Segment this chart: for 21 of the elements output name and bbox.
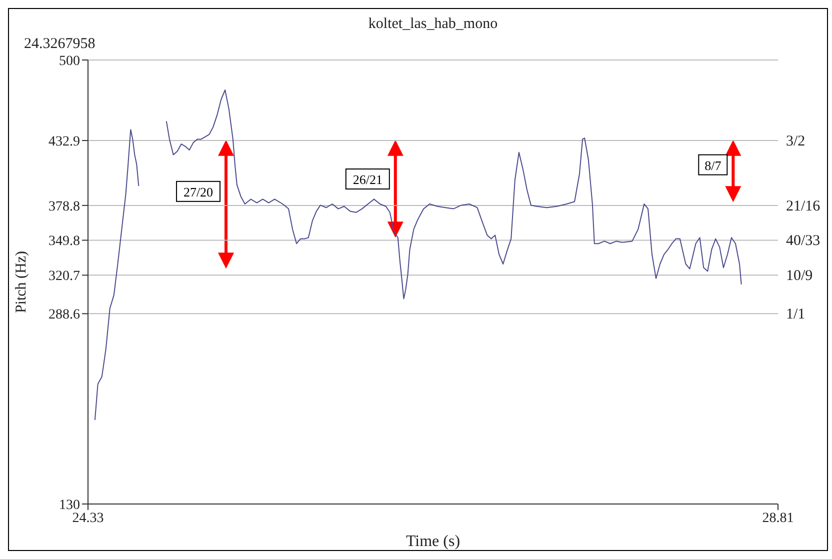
chart-title: koltet_las_hab_mono <box>368 16 498 32</box>
annotation: 26/21 <box>352 172 382 187</box>
annotation: 8/7 <box>704 158 722 173</box>
text: 10/9 <box>786 268 813 284</box>
y-tick-label: 288.6 <box>48 308 80 323</box>
text: 3/2 <box>786 134 806 150</box>
annotation: 27/20 <box>183 184 214 200</box>
text: 21/16 <box>786 198 821 214</box>
y-tick-label: 349.8 <box>48 234 80 250</box>
y-tick-label: 500 <box>59 54 80 69</box>
y-tick-label: 130 <box>59 498 80 513</box>
y-tick-label: 320.7 <box>48 269 80 284</box>
x-tick-label: 28.81 <box>762 510 794 526</box>
x-tick-label: 24.33 <box>72 510 104 526</box>
text: 24.3267958 <box>24 36 96 52</box>
y-axis-title: Pitch (Hz) <box>13 250 30 314</box>
text: 40/33 <box>786 233 820 250</box>
text: 1/1 <box>786 306 806 323</box>
y-tick-label: 378.8 <box>48 199 80 214</box>
x-axis-title: Time (s) <box>406 533 460 550</box>
y-tick-label: 432.9 <box>48 134 80 150</box>
